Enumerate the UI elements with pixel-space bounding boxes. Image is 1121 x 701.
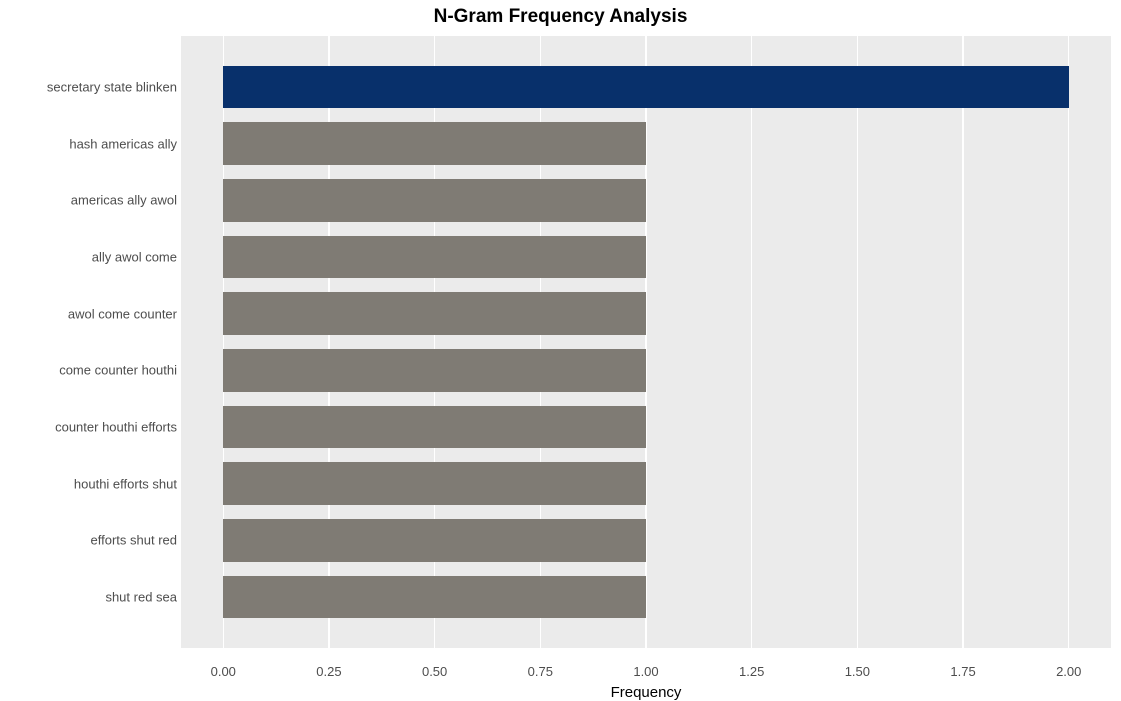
y-tick-label: awol come counter — [68, 306, 177, 321]
y-tick-label: hash americas ally — [69, 136, 177, 151]
y-tick-label: houthi efforts shut — [74, 476, 177, 491]
bars-layer — [181, 36, 1111, 648]
chart-title: N-Gram Frequency Analysis — [0, 6, 1121, 28]
bar — [223, 292, 646, 335]
y-tick-label: americas ally awol — [71, 193, 177, 208]
bar — [223, 406, 646, 449]
x-tick-label: 2.00 — [1056, 664, 1081, 679]
x-axis-title: Frequency — [181, 684, 1111, 701]
y-tick-label: ally awol come — [92, 249, 177, 264]
bar — [223, 179, 646, 222]
x-tick-label: 1.25 — [739, 664, 764, 679]
plot-area — [181, 36, 1111, 648]
bar — [223, 462, 646, 505]
bar — [223, 236, 646, 279]
bar — [223, 122, 646, 165]
y-tick-label: come counter houthi — [59, 363, 177, 378]
x-tick-label: 0.75 — [528, 664, 553, 679]
x-tick-label: 1.50 — [845, 664, 870, 679]
x-tick-label: 0.00 — [211, 664, 236, 679]
y-tick-label: efforts shut red — [91, 533, 177, 548]
x-tick-label: 1.75 — [950, 664, 975, 679]
y-tick-label: counter houthi efforts — [55, 420, 177, 435]
y-axis-labels: secretary state blinken hash americas all… — [0, 36, 181, 648]
x-tick-label: 0.50 — [422, 664, 447, 679]
bar — [223, 349, 646, 392]
bar — [223, 66, 1068, 109]
y-tick-label: secretary state blinken — [47, 79, 177, 94]
x-tick-label: 0.25 — [316, 664, 341, 679]
bar — [223, 576, 646, 619]
x-tick-label: 1.00 — [633, 664, 658, 679]
ngram-frequency-chart: N-Gram Frequency Analysis secretary stat… — [0, 0, 1121, 701]
y-tick-label: shut red sea — [105, 590, 177, 605]
bar — [223, 519, 646, 562]
